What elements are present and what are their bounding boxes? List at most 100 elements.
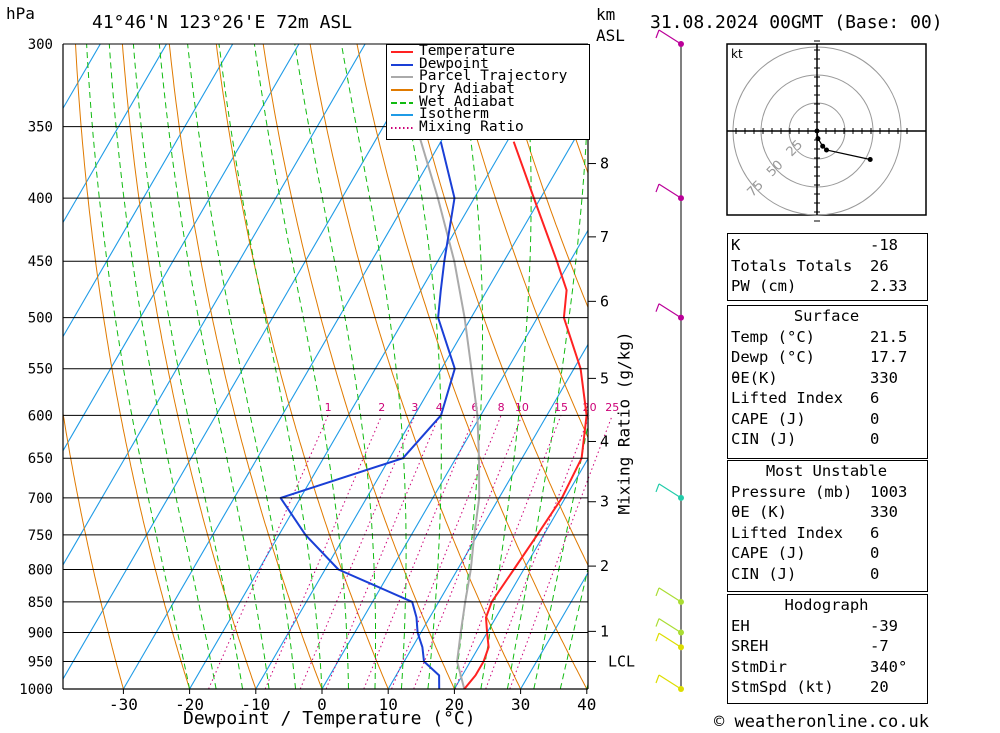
index-section-header: Most Unstable — [727, 461, 926, 482]
index-value: 330 — [870, 368, 898, 387]
index-row: Temp (°C) 21.5 — [727, 327, 926, 348]
index-value: -7 — [870, 637, 889, 656]
legend-label: Dewpoint — [419, 55, 489, 72]
index-label: SREH — [731, 637, 769, 656]
hodograph-point — [814, 128, 820, 134]
dry-adiabat-line — [918, 0, 1000, 689]
km-tick-label: LCL — [608, 653, 635, 671]
index-label: Totals Totals — [731, 256, 853, 275]
index-row: Pressure (mb) 1003 — [727, 482, 926, 503]
index-row: Lifted Index 6 — [727, 388, 926, 409]
x-tick-label: 20 — [445, 695, 464, 714]
pressure-tick-label: 400 — [28, 191, 53, 207]
dry-adiabat-line — [0, 0, 57, 689]
mixing-ratio-line — [208, 415, 329, 690]
index-value: 20 — [870, 678, 889, 697]
legend-swatch — [391, 76, 413, 79]
km-tick-label: 2 — [600, 557, 609, 575]
index-label: θE(K) — [731, 368, 778, 387]
legend-label: Isotherm — [419, 106, 489, 123]
mixing-ratio-line — [299, 415, 416, 690]
pressure-tick-label: 1000 — [19, 682, 53, 698]
index-label: Temp (°C) — [731, 327, 815, 346]
index-label: CIN (J) — [731, 430, 797, 449]
index-label: PW (cm) — [731, 277, 797, 296]
index-label: CAPE (J) — [731, 544, 806, 563]
dry-adiabat-line — [74, 44, 191, 689]
mixing-ratio-label: 3 — [411, 401, 418, 414]
datetime-title: 31.08.2024 00GMT (Base: 00) — [650, 12, 943, 33]
wet-adiabat-line — [108, 44, 217, 689]
dewpoint-curve — [279, 141, 456, 689]
mixing-ratio-line — [391, 415, 502, 690]
indices-top-box — [727, 233, 928, 301]
mixing-ratio-line — [325, 415, 440, 690]
x-tick-label: -10 — [241, 695, 270, 714]
index-row: θE(K) 330 — [727, 368, 926, 389]
asl-unit-label: ASL — [596, 26, 625, 45]
x-axis-title: Dewpoint / Temperature (°C) — [183, 708, 476, 729]
pressure-tick-label: 800 — [28, 562, 53, 578]
x-tick-label: -30 — [109, 695, 138, 714]
index-label: StmSpd (kt) — [731, 678, 834, 697]
wind-barb-dot — [678, 494, 684, 501]
wind-barb — [655, 303, 682, 319]
wet-adiabat-line — [394, 44, 442, 689]
pressure-tick-label: 600 — [28, 408, 53, 424]
isotherm-line — [63, 44, 366, 566]
isotherm-line — [63, 44, 234, 338]
index-row: CIN (J) 0 — [727, 564, 926, 585]
km-tick-label: 1 — [600, 622, 609, 640]
pressure-tick-label: 850 — [28, 595, 53, 611]
index-row: K -18 — [727, 235, 926, 256]
wet-adiabat-line — [158, 44, 270, 689]
index-row: θE (K) 330 — [727, 502, 926, 523]
pressure-tick-label: 350 — [28, 120, 53, 136]
x-tick-label: 40 — [577, 695, 596, 714]
index-label: EH — [731, 616, 750, 635]
index-value: -39 — [870, 616, 898, 635]
pressure-tick-label: 750 — [28, 528, 53, 544]
isotherm-line — [63, 44, 168, 224]
legend-swatch — [391, 63, 413, 66]
index-label: StmDir — [731, 657, 787, 676]
pressure-tick-label: 550 — [28, 362, 53, 378]
hodograph-point — [867, 157, 873, 162]
wet-adiabat-line — [559, 566, 588, 689]
hpa-unit-label: hPa — [6, 4, 35, 23]
mixing-ratio-label: 6 — [471, 401, 478, 414]
wind-barb — [655, 618, 682, 634]
wind-barb — [655, 29, 682, 45]
hodograph-index-box — [727, 594, 928, 704]
isotherm-line — [63, 44, 300, 452]
wet-adiabat-line — [480, 44, 532, 689]
hodograph-index-table: Hodograph EH -39 SREH -7 StmDir 340° StmSpd (kt… — [727, 595, 926, 698]
index-section-title: Surface — [793, 307, 860, 326]
index-label: CIN (J) — [731, 564, 797, 583]
index-label: Lifted Index — [731, 389, 843, 408]
index-value: 17.7 — [870, 348, 908, 367]
mixing-ratio-label: 2 — [378, 401, 385, 414]
mixing-ratio-line — [454, 415, 562, 690]
x-tick-label: 10 — [379, 695, 398, 714]
index-label: K — [731, 236, 741, 255]
wet-adiabat-line — [294, 44, 376, 689]
legend-label: Temperature — [419, 43, 516, 59]
km-tick-label: 8 — [600, 155, 609, 173]
mixing-ratio-label: 4 — [436, 401, 443, 414]
wind-barb — [655, 632, 682, 648]
index-value: -18 — [870, 236, 898, 255]
legend-label: Dry Adiabat — [419, 81, 516, 98]
km-unit-label: km — [596, 5, 616, 24]
wet-adiabat-line — [132, 44, 244, 689]
indices-top-table: K -18 Totals Totals 26 PW (cm) 2.33 — [727, 235, 926, 297]
pressure-tick-label: 450 — [28, 254, 53, 270]
isotherm-line — [519, 571, 588, 689]
most-unstable-table: Most Unstable Pressure (mb) 1003 θE (K) 330 L… — [727, 461, 926, 584]
hodograph-point — [824, 147, 829, 153]
location-title: 41°46'N 123°26'E 72m ASL — [92, 12, 353, 33]
index-label: θE (K) — [731, 503, 787, 522]
dry-adiabat-line — [403, 44, 588, 567]
index-value: 0 — [870, 430, 880, 449]
pressure-tick-label: 650 — [28, 451, 53, 467]
